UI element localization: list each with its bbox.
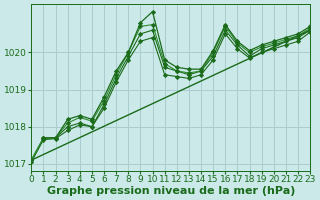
- X-axis label: Graphe pression niveau de la mer (hPa): Graphe pression niveau de la mer (hPa): [46, 186, 295, 196]
